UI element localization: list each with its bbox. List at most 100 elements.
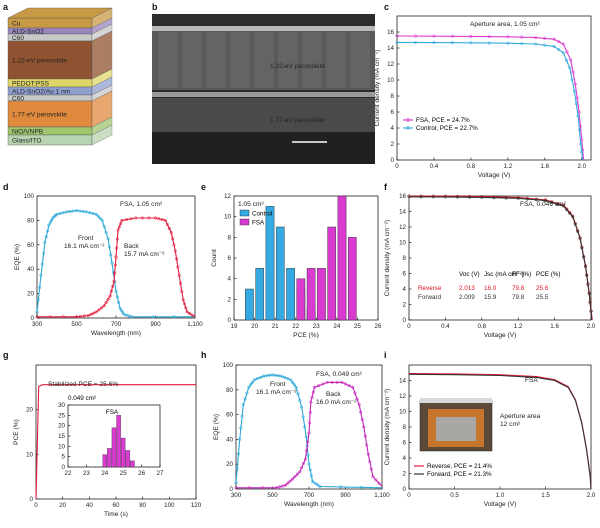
jv-curve-1-point: [580, 150, 584, 154]
eqe-curve-1-point: [157, 217, 161, 221]
jv-curve-0-point: [552, 37, 556, 41]
panel-letter-i: i: [384, 350, 387, 360]
table-header: PCE (%): [536, 271, 561, 278]
chart-title: FSA, 0.049 cm²: [316, 371, 363, 378]
jv-curve-1-point: [585, 274, 589, 278]
x-tick-label: 1.6: [550, 323, 559, 330]
y-tick-label: 4: [403, 286, 407, 293]
x-tick-label: 20: [251, 323, 258, 330]
y-tick-label: 0: [230, 486, 234, 493]
x-tick-label: 1,100: [187, 321, 203, 328]
eqe-curve-0-point: [39, 273, 43, 277]
panel-letter-d: d: [3, 182, 9, 192]
sem-grain: [254, 32, 274, 88]
x-tick-label: 25: [120, 470, 127, 477]
y-tick-label: 10: [387, 77, 394, 84]
eqe-curve-1-point: [274, 486, 278, 490]
legend-marker: [406, 126, 410, 130]
x-tick-label: 300: [231, 492, 242, 499]
histogram-bar: [255, 268, 265, 321]
stack-layer: [7, 40, 93, 80]
y-tick-label: 20: [27, 291, 34, 298]
x-axis-label: Time (s): [104, 511, 128, 518]
eqe-curve-1-point: [188, 311, 192, 316]
jv-curve-1-point: [455, 195, 460, 199]
x-tick-label: 26: [375, 323, 382, 330]
sem-grain: [206, 32, 226, 88]
jv-curve-1-point: [568, 66, 572, 70]
inset-bar: [116, 415, 121, 468]
eqe-curve-0-point: [239, 426, 243, 430]
eqe-curve-0-point: [151, 315, 155, 319]
jv-curve-1-point: [516, 196, 520, 200]
eqe-curve-0-point: [303, 425, 307, 429]
panel-b-sem: 1.22-eV perovskite 1.77-eV perovskite 1 μm: [152, 14, 375, 164]
jv-curve-0-point: [395, 34, 399, 38]
eqe-curve-0-point: [359, 485, 363, 489]
jv-curve-1-point: [407, 195, 411, 199]
eqe-curve-1-point: [112, 279, 116, 283]
eqe-curve-1-point: [317, 384, 321, 388]
histogram-bar: [286, 268, 295, 321]
stack-layer-label: Glass/ITO: [12, 137, 42, 144]
jv-curve-1-point: [480, 195, 484, 199]
y-tick-label: 14: [387, 45, 394, 52]
eqe-curve-1-point: [309, 400, 313, 404]
eqe-curve-0-point: [247, 385, 251, 389]
x-tick-label: 1,100: [374, 492, 390, 499]
histogram-bar: [317, 268, 326, 321]
y-tick-label: 6: [228, 255, 232, 262]
inset-bar: [111, 427, 117, 468]
plot-frame: [408, 195, 592, 321]
eqe-curve-1-point: [124, 218, 129, 222]
y-tick-label: 15: [58, 433, 65, 440]
legend-swatch: [239, 218, 250, 226]
eqe-curve-1-point: [295, 472, 299, 476]
x-tick-label: 40: [86, 502, 93, 509]
eqe-curve-1-point: [374, 478, 378, 482]
x-tick-label: 1.0: [496, 492, 505, 499]
eqe-curve-0-point: [65, 210, 69, 214]
y-tick-label: 10: [26, 451, 33, 458]
y-tick-label: 16: [387, 29, 394, 36]
sem-grain: [230, 32, 250, 88]
jv-curve-1-point: [571, 215, 575, 219]
jv-curve-1-point: [557, 48, 561, 52]
eqe-curve-1-point: [340, 380, 344, 384]
eqe-curve-0-point: [104, 231, 108, 235]
stack-layer-label: ALD-SnO2/Au 1 nm: [12, 88, 71, 95]
y-tick-label: 10: [58, 443, 65, 450]
eqe-curve-1: [236, 381, 383, 489]
eqe-curve-1-point: [261, 486, 265, 490]
table-cell: 2.013: [459, 285, 475, 292]
inset-bar: [102, 454, 108, 468]
eqe-curve-0-point: [308, 468, 312, 472]
eqe-curve-0-point: [296, 392, 300, 396]
eqe-curve-1-point: [97, 308, 101, 312]
y-tick-label: 60: [226, 412, 233, 419]
x-tick-label: 26: [138, 470, 145, 477]
eqe-curve-0-point: [98, 216, 102, 220]
device-label: Aperture area: [500, 413, 541, 420]
histogram-bar: [347, 237, 357, 321]
eqe-curve-1-point: [182, 302, 187, 306]
eqe-curve-1-point: [306, 440, 310, 444]
y-tick-label: 20: [26, 407, 33, 414]
jv-curve-1-point: [487, 41, 491, 45]
legend-swatch: [239, 209, 250, 217]
eqe-curve-1-point: [363, 434, 367, 438]
eqe-curve-1-point: [169, 231, 173, 235]
y-tick-label: 60: [27, 242, 34, 249]
x-tick-label: 20: [59, 502, 66, 509]
eqe-curve-0-point: [301, 415, 305, 419]
chart-title: 1.05 cm²: [238, 201, 264, 208]
eqe-curve-0-point: [261, 374, 265, 378]
y-tick-label: 100: [24, 193, 35, 200]
sem-grain: [278, 32, 298, 88]
eqe-curve-0-point: [35, 310, 39, 314]
y-tick-label: 30: [58, 402, 65, 409]
y-tick-label: 8: [403, 424, 407, 431]
stabilized-curve: [35, 384, 196, 500]
eqe-curve-0-point: [130, 315, 134, 319]
eqe-curve-1-point: [172, 243, 176, 247]
